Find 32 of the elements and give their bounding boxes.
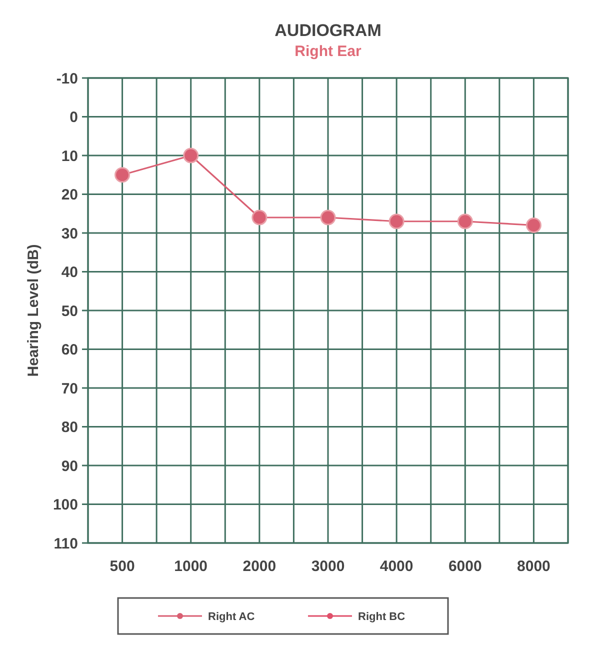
y-tick-label: 40 — [61, 264, 78, 281]
y-tick-label: 110 — [54, 535, 78, 552]
y-tick-label: 80 — [61, 419, 78, 436]
point — [388, 214, 404, 230]
legend-label: Right AC — [208, 610, 255, 623]
y-tick-label: -10 — [56, 70, 78, 88]
point — [183, 148, 199, 164]
y-tick-label: 10 — [61, 148, 78, 165]
y-tick-label: 60 — [61, 342, 78, 358]
y-tick-label: 100 — [52, 496, 78, 514]
x-tick-label: 2000 — [242, 558, 276, 575]
chart-subtitle: Right Ear — [294, 43, 362, 60]
y-tick-label: 70 — [61, 380, 78, 398]
point — [114, 167, 130, 183]
point — [457, 214, 473, 230]
x-tick-label: 500 — [110, 558, 135, 575]
x-tick-label: 6000 — [448, 558, 482, 575]
chart-title: AUDIOGRAM — [274, 21, 382, 40]
y-tick-label: 20 — [61, 186, 78, 204]
y-tick-label: 50 — [61, 302, 78, 320]
point — [252, 210, 268, 226]
x-tick-label: 8000 — [517, 558, 550, 575]
x-tick-label: 3000 — [311, 558, 345, 575]
y-axis-title: Hearing Level (dB) — [25, 244, 42, 377]
legend-label: Right BC — [358, 610, 406, 623]
point — [320, 210, 336, 226]
y-tick-label: 30 — [61, 225, 78, 242]
x-tick-label: 4000 — [380, 558, 414, 575]
y-tick-label: 90 — [61, 458, 78, 475]
y-tick-label: 0 — [70, 109, 78, 126]
x-tick-label: 1000 — [174, 558, 208, 575]
point — [526, 218, 542, 233]
